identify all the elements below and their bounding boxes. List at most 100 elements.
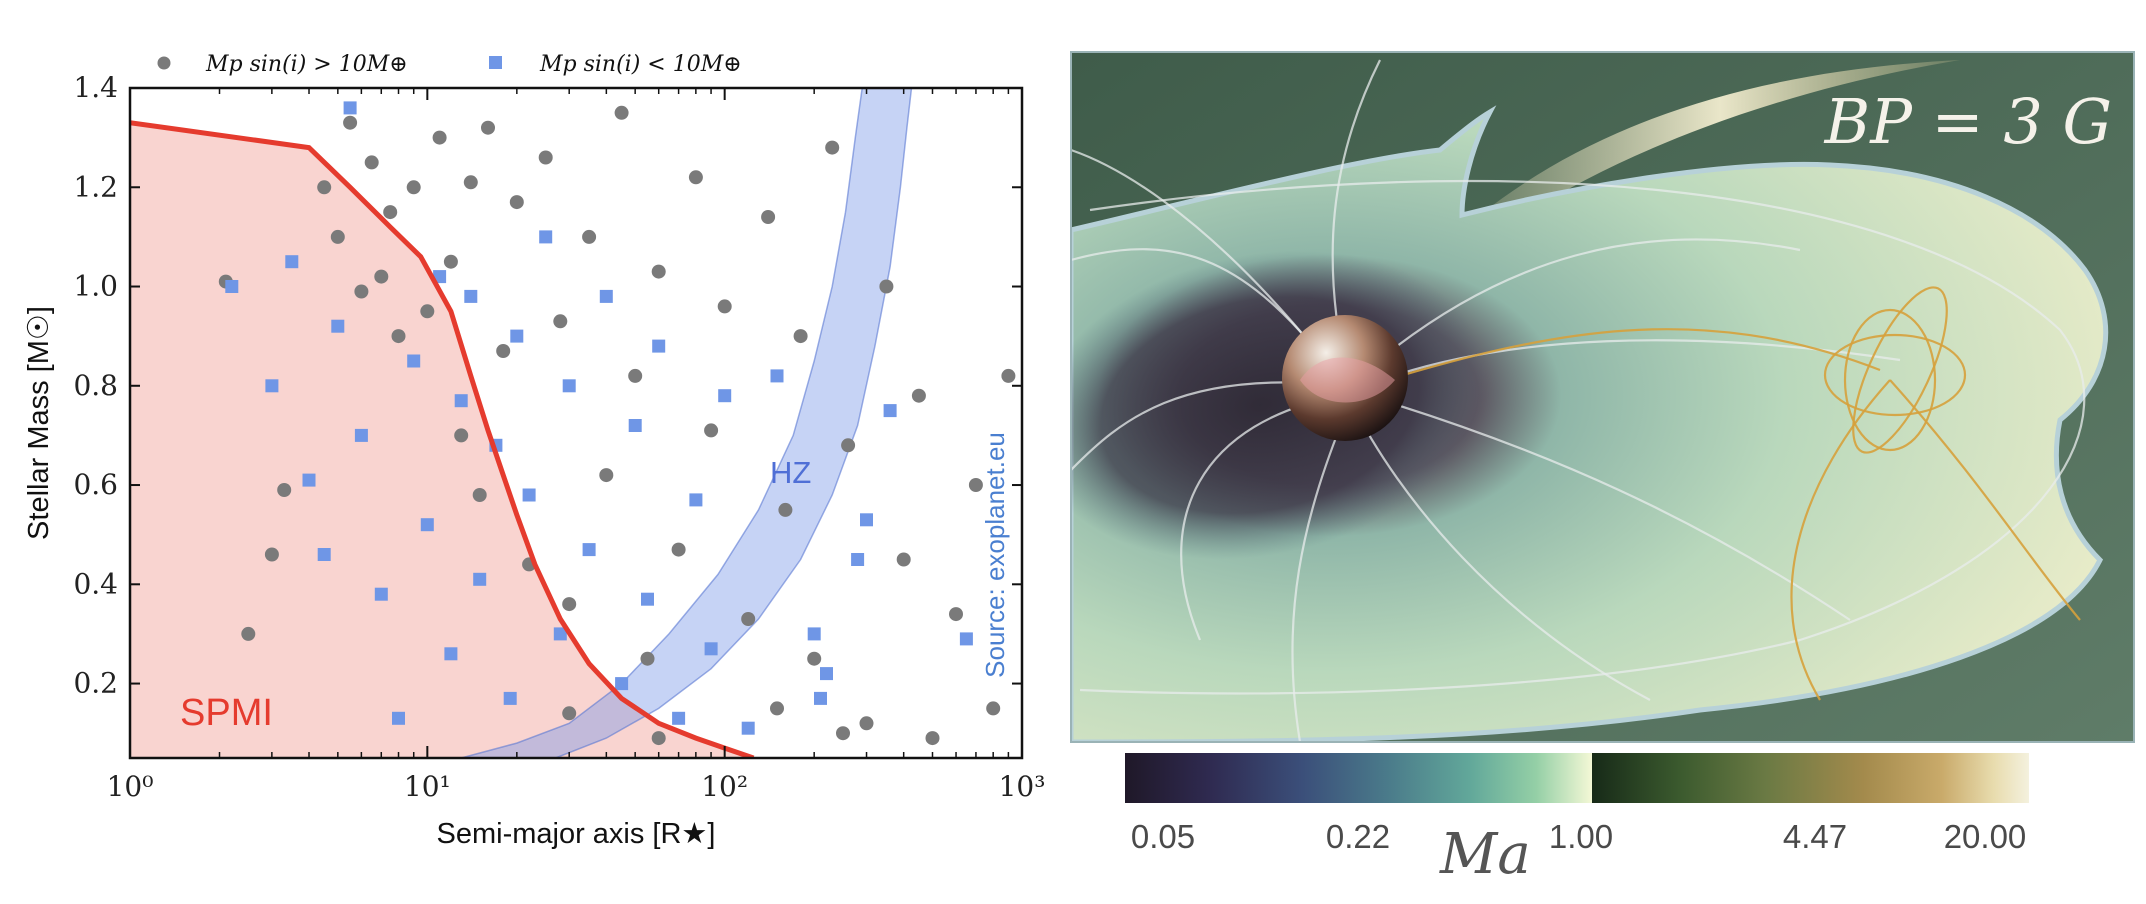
data-point-large <box>807 651 822 666</box>
data-point-small <box>689 493 703 507</box>
data-point-small <box>741 721 755 735</box>
data-point-small <box>851 553 865 566</box>
colorbar-tick-label: 0.22 <box>1326 818 1390 855</box>
data-point-large <box>640 651 655 666</box>
data-point-large <box>778 502 793 517</box>
data-point-large <box>364 155 379 170</box>
data-point-small <box>820 667 833 681</box>
y-axis: 0.2 0.4 0.6 0.8 1.0 1.2 1.4 <box>73 71 1022 700</box>
data-point-small <box>317 548 331 561</box>
data-point-small <box>302 473 316 487</box>
data-point-large <box>793 329 808 344</box>
x-tick-label: 10³ <box>999 770 1046 803</box>
colorbar: 0.05 0.22 1.00 4.47 20.00 Ma <box>1125 753 2029 887</box>
data-point-large <box>671 542 686 557</box>
data-point-large <box>277 483 292 497</box>
data-point-small <box>814 691 827 705</box>
data-point-large <box>628 368 643 383</box>
y-tick-label: 1.2 <box>73 170 118 203</box>
data-point-large <box>343 115 358 130</box>
y-axis-title: Stellar Mass [M☉] <box>23 306 55 540</box>
legend-marker-square <box>489 56 502 69</box>
data-point-large <box>354 284 369 299</box>
colorbar-title: Ma <box>1439 822 1531 887</box>
star-highlight <box>1300 357 1395 403</box>
simulation-panel: BP = 3 G 0.05 0.22 1.00 4.47 20.00 Ma <box>1070 51 2135 887</box>
data-point-large <box>562 706 577 721</box>
data-point-large <box>1001 368 1016 383</box>
data-point-large <box>562 597 577 612</box>
data-point-large <box>986 701 1001 716</box>
x-axis-title: Semi-major axis [R★] <box>437 818 716 850</box>
y-tick-label: 1.0 <box>73 270 118 303</box>
data-point-large <box>825 140 840 155</box>
data-point-small <box>407 354 421 368</box>
data-point-large <box>859 716 874 731</box>
data-point-large <box>896 552 911 567</box>
data-point-large <box>463 175 478 190</box>
data-point-large <box>925 731 940 746</box>
data-point-small <box>704 642 718 656</box>
data-point-large <box>443 254 458 269</box>
x-axis: 10⁰ 10¹ 10² 10³ <box>107 88 1046 803</box>
data-point-large <box>472 488 487 502</box>
data-point-small <box>672 711 686 725</box>
data-point-large <box>614 105 629 120</box>
data-point-small <box>522 488 536 502</box>
y-tick-label: 0.4 <box>73 567 118 600</box>
legend: Mp sin(i) > 10M⊕ Mp sin(i) < 10M⊕ <box>157 52 742 77</box>
data-point-small <box>539 230 553 244</box>
data-point-large <box>481 120 495 135</box>
data-point-small <box>959 632 973 646</box>
x-tick-label: 10² <box>701 770 748 803</box>
data-point-large <box>651 731 666 746</box>
data-point-small <box>770 369 784 383</box>
legend-marker-circle <box>157 56 171 70</box>
data-point-small <box>444 647 458 661</box>
spmi-region <box>130 122 754 758</box>
simulation-frame <box>1070 51 2135 743</box>
data-point-small <box>331 319 345 333</box>
series-small-planets <box>225 101 973 735</box>
y-tick-label: 0.6 <box>73 468 118 501</box>
plot-frame <box>128 86 1024 760</box>
data-point-small <box>641 592 654 606</box>
legend-label-large: Mp sin(i) > 10M⊕ <box>205 52 408 77</box>
data-point-small <box>510 329 524 343</box>
data-point-large <box>406 180 421 195</box>
data-point-large <box>704 423 719 438</box>
data-point-small <box>392 711 405 725</box>
data-point-small <box>420 518 434 532</box>
data-point-large <box>770 701 784 716</box>
data-point-large <box>391 329 406 344</box>
data-point-small <box>374 587 388 601</box>
data-point-small <box>343 101 357 115</box>
colorbar-high-segment <box>1592 753 2029 803</box>
data-point-large <box>879 279 894 294</box>
data-point-small <box>628 419 642 432</box>
data-point-small <box>562 379 576 393</box>
hz-label: HZ <box>770 455 811 490</box>
data-point-small <box>807 627 821 641</box>
data-point-large <box>836 726 850 741</box>
data-point-large <box>496 344 511 358</box>
data-point-small <box>265 379 279 393</box>
y-tick-label: 0.8 <box>73 369 118 402</box>
data-point-large <box>538 150 553 165</box>
scatter-panel: 0.2 0.4 0.6 0.8 1.0 1.2 1.4 10⁰ 10¹ 10² 10³ Semi-… <box>23 52 1045 850</box>
data-point-small <box>285 255 299 269</box>
data-point-small <box>454 394 468 408</box>
data-point-small <box>599 289 613 303</box>
data-point-small <box>883 404 897 418</box>
planet-field-lines <box>1369 286 2081 701</box>
data-point-large <box>264 547 279 562</box>
source-annotation: Source: exoplanet.eu <box>980 432 1010 678</box>
data-point-large <box>841 438 856 453</box>
x-tick-label: 10¹ <box>404 770 451 803</box>
data-point-large <box>553 314 568 329</box>
hz-band <box>461 88 913 758</box>
data-point-large <box>599 468 614 483</box>
data-point-large <box>968 478 983 492</box>
data-point-small <box>354 428 368 442</box>
